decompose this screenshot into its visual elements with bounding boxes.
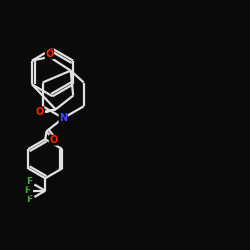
Text: F: F: [26, 177, 33, 186]
Text: O: O: [36, 107, 44, 117]
Text: F: F: [26, 195, 33, 204]
Text: F: F: [24, 186, 30, 195]
Text: O: O: [49, 135, 58, 145]
Text: N: N: [59, 113, 67, 123]
Text: O: O: [45, 49, 54, 59]
